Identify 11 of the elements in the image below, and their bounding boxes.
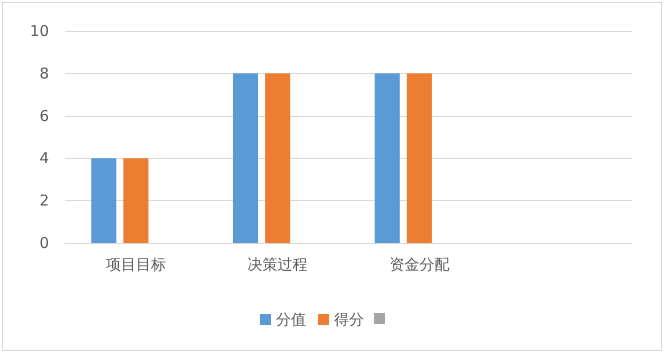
y-tick-label: 2 xyxy=(39,192,49,210)
x-tick-label: 资金分配 xyxy=(389,256,450,274)
y-tick-label: 6 xyxy=(39,106,49,125)
y-tick-label: 4 xyxy=(39,149,49,168)
x-tick-label: 决策过程 xyxy=(248,256,308,274)
legend-label: 得分 xyxy=(334,310,364,328)
y-tick-label: 10 xyxy=(30,22,49,40)
legend-label: 分值 xyxy=(276,310,306,328)
y-tick-label: 0 xyxy=(39,234,49,252)
x-tick-label: 项目目标 xyxy=(106,256,166,274)
y-tick-label: 8 xyxy=(39,64,49,82)
